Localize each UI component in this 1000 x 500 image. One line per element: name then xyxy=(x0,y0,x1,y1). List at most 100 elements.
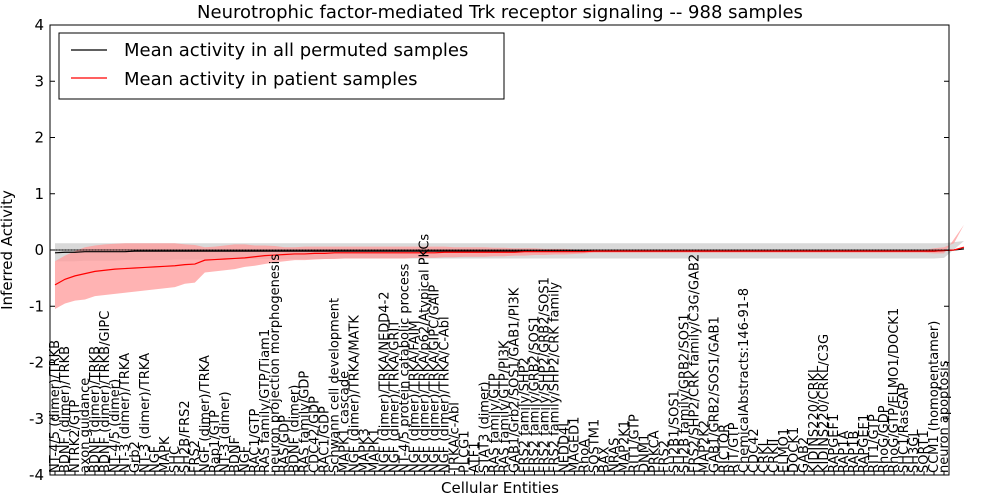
category-label: CRKL xyxy=(757,438,772,473)
category-label: NGF xyxy=(148,446,163,473)
category-label: NGF (dimer)/TRKA/C-Abl xyxy=(438,316,453,473)
category-label: CDC42 xyxy=(747,428,762,473)
category-label: CRKII xyxy=(767,439,782,473)
category-label: FRS2/SHP2/CRK family/C3G/GAB2 xyxy=(687,254,702,473)
legend: Mean activity in all permuted samples Me… xyxy=(58,32,505,100)
category-label: NT-3 (dimer)/TRKA xyxy=(118,353,133,473)
legend-label-permuted: Mean activity in all permuted samples xyxy=(124,40,468,61)
category-label: NGF (dimer)/TRKA/FAIM xyxy=(408,320,423,473)
category-label: DNM1 xyxy=(637,434,652,473)
x-axis-label: Cellular Entities xyxy=(441,479,559,497)
category-label: RAC1/GDP xyxy=(318,406,333,473)
category-label: RAS family/GTP/Tiam1 xyxy=(258,329,273,473)
category-label: NT-4/5 protein catabolic process xyxy=(398,263,413,473)
category-label: NTRK2/GTP xyxy=(68,400,83,473)
category-label: RAC1/GTP xyxy=(248,409,263,473)
category-label: RAS family/GTP xyxy=(488,373,503,473)
category-label: Rap1/GTP xyxy=(208,410,223,473)
y-axis-ticks: -4 -3 -2 -1 0 1 2 3 4 xyxy=(29,16,949,484)
category-label: CDC42/GDP xyxy=(308,396,323,473)
category-label: axon guidance xyxy=(78,378,93,473)
category-label: SH2B family/GRB2/SOS1 xyxy=(677,313,692,473)
category-label: RAP1A xyxy=(837,430,852,473)
category-label: RhoA xyxy=(577,439,592,473)
category-label: NT-4/5 (dimer) xyxy=(108,379,123,473)
category-label: NGF (dimer)/TRKA/MATK xyxy=(348,315,363,473)
category-label: FRS2 family/SHP2/CRK family xyxy=(547,282,562,473)
category-label: SORT1 xyxy=(917,430,932,473)
category-label: BDNF (dimer) xyxy=(288,385,303,473)
category-label: NRAS xyxy=(607,438,622,473)
category-label: BAX xyxy=(597,446,612,473)
category-label: BDNF (dimer)/TRKB/GIPC xyxy=(98,311,113,473)
category-label: PLCG1 xyxy=(458,430,473,473)
category-label: NT-3 (dimer)/TRKA xyxy=(138,353,153,473)
y-axis-label: Inferred Activity xyxy=(0,190,16,310)
y-tick-label: 4 xyxy=(34,16,44,34)
category-label: FRS2 family/SHP2 xyxy=(517,357,532,473)
category-label: MAPK3 xyxy=(358,428,373,473)
category-label: MAPK xyxy=(158,436,173,473)
y-tick-label: 3 xyxy=(34,72,44,90)
y-tick-label: 2 xyxy=(34,129,44,147)
category-label: GAB2 xyxy=(797,437,812,473)
category-label: RAS/GDP xyxy=(278,415,293,473)
category-label: SQSTM1 xyxy=(587,419,602,473)
category-label: RAPGEF1 xyxy=(827,414,842,473)
category-label: NGF (dimer)/TRKA/p62/Atypical PKCs xyxy=(418,234,433,473)
y-tick-label: -4 xyxy=(29,466,44,484)
category-label: Grb2 xyxy=(128,441,143,473)
y-tick-label: -2 xyxy=(29,354,44,372)
category-label: RICTOR xyxy=(717,424,732,473)
category-label: neuron apoptosis xyxy=(937,360,952,473)
y-tick-label: -1 xyxy=(29,297,44,315)
category-label: SHC xyxy=(168,446,183,473)
category-label: FRS2 family/SHP2/GRB2/SOS1 xyxy=(537,277,552,473)
plot-frame xyxy=(49,24,950,476)
category-label: RIT1/GTP xyxy=(867,414,882,473)
category-label: RhoG/GTP/ELMO1/DOCK1 xyxy=(887,308,902,473)
category-label: NGF xyxy=(238,446,253,473)
category-label: NGF (dimer)/TRKA/NEDD4-2 xyxy=(378,291,393,473)
category-label: NGF (dimer)/TRKA/GIPC/GAIP xyxy=(428,285,443,473)
category-label: FRS2 family/GRB2/SOS1 xyxy=(527,316,542,473)
category-label: RAS family/GDP xyxy=(298,371,313,473)
category-label: neuron projection morphogenesis xyxy=(268,254,283,473)
legend-label-patient: Mean activity in patient samples xyxy=(124,69,418,90)
category-label: TRKA/c-Abl xyxy=(448,402,463,474)
category-label: DOCK1 xyxy=(787,427,802,473)
category-label: MAP2K2 xyxy=(697,420,712,473)
category-label: RAPGEF1 xyxy=(857,414,872,473)
y-tick-label: -3 xyxy=(29,410,44,428)
category-label: STAT3 (dimer) xyxy=(478,382,493,473)
category-label: NT-3 (dimer) xyxy=(218,391,233,473)
category-label: GAB1/Grb2/SOS1/GAB1/PI3K xyxy=(507,287,522,473)
category-label: BDNF (dimer)/TRKB xyxy=(88,346,103,473)
category-label: ATF1 xyxy=(468,441,483,473)
category-label: ELMO1 xyxy=(777,428,792,473)
category-label: Schwann cell development xyxy=(328,298,343,473)
category-labels: NT-4/5 (dimer)/TRKB BDNF (dimer)/TRKB NTRK… xyxy=(48,234,952,475)
category-label: NGF (dimer)/TRKA xyxy=(198,355,213,473)
category-label: GAB1/GRB2/SOS1/GAB1 xyxy=(707,316,722,473)
plot-area xyxy=(50,224,965,310)
category-label: NGF (dimer)/TRKA/GRIT xyxy=(388,320,403,473)
category-label: RIT1/GTP xyxy=(627,414,642,473)
category-label: MAPK1 xyxy=(368,428,383,473)
category-label: NT-4/5 (dimer)/TRKB xyxy=(48,340,63,473)
category-label: RIT/GTP xyxy=(727,422,742,473)
patient-band xyxy=(54,224,964,310)
category-label: SHC1/RasGAP xyxy=(897,383,912,473)
category-label: BDNF xyxy=(228,437,243,473)
category-label: MAPK1 cascade xyxy=(338,371,353,473)
category-label: ChemicalAbstracts:146-91-8 xyxy=(737,288,752,473)
category-label: MAGED1 xyxy=(567,417,582,473)
category-label: MAP2K1 xyxy=(617,420,632,473)
category-label: SH2B/FRS2 xyxy=(178,400,193,473)
category-label: RAP1B xyxy=(847,431,862,473)
category-label: RhoG/GDP xyxy=(877,405,892,473)
category-label: CCM1 (homopentamer) xyxy=(927,321,942,473)
chart-title: Neurotrophic factor-mediated Trk recepto… xyxy=(197,2,803,23)
category-label: KIDINS220/CRKL xyxy=(807,365,822,473)
